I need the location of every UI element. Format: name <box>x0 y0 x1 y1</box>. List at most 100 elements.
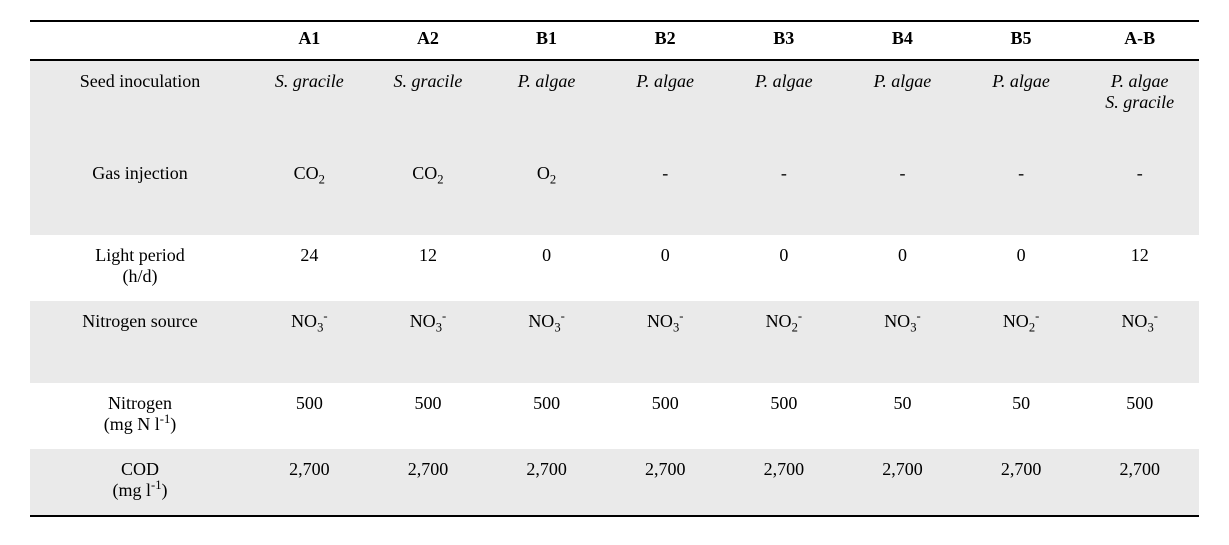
subscript: 2 <box>437 173 443 187</box>
cell-value: NO <box>647 311 673 331</box>
table-cell: - <box>843 153 962 235</box>
cell-value: 0 <box>661 245 670 265</box>
table-row: Light period(h/d)24 12 0 0 0 0 0 12 <box>30 235 1199 301</box>
cell-value: CO <box>412 163 437 183</box>
table-cell: 2,700 <box>962 449 1081 516</box>
superscript: - <box>561 309 565 323</box>
table-row: Nitrogen sourceNO3-NO3-NO3-NO3-NO2-NO3-N… <box>30 301 1199 383</box>
header-col: A1 <box>250 21 369 60</box>
table-cell: 0 <box>843 235 962 301</box>
table-cell: 500 <box>606 383 725 449</box>
table-cell: 0 <box>725 235 844 301</box>
cell-value: S. gracile <box>393 71 462 91</box>
table-cell: 12 <box>369 235 488 301</box>
cell-value: NO <box>1003 311 1029 331</box>
cell-value: CO <box>294 163 319 183</box>
superscript: - <box>1035 309 1039 323</box>
row-label: Gas injection <box>30 153 250 235</box>
row-label-line1: Nitrogen source <box>34 301 246 332</box>
table-cell: P. algae <box>606 60 725 153</box>
table-cell: NO3- <box>606 301 725 383</box>
table-row: COD(mg l-1)2,7002,7002,7002,7002,7002,70… <box>30 449 1199 516</box>
table-cell: - <box>1080 153 1199 235</box>
subscript: 2 <box>550 173 556 187</box>
row-label-line2: (mg l-1) <box>34 480 246 501</box>
header-col: B2 <box>606 21 725 60</box>
table-cell: 2,700 <box>843 449 962 516</box>
cell-value: 2,700 <box>764 459 805 479</box>
cell-value: 0 <box>542 245 551 265</box>
cell-value: 50 <box>1012 393 1030 413</box>
header-col: B4 <box>843 21 962 60</box>
cell-value: 500 <box>770 393 797 413</box>
table-cell: 500 <box>725 383 844 449</box>
cell-value: 500 <box>414 393 441 413</box>
header-col: A2 <box>369 21 488 60</box>
cell-value: NO <box>766 311 792 331</box>
table-cell: 2,700 <box>369 449 488 516</box>
row-label-line1: COD <box>34 449 246 480</box>
table-cell: NO3- <box>250 301 369 383</box>
table-row: Gas injectionCO2CO2O2----- <box>30 153 1199 235</box>
table-cell: - <box>606 153 725 235</box>
table-row: Seed inoculationS. gracileS. gracileP. a… <box>30 60 1199 153</box>
cell-value: 2,700 <box>289 459 330 479</box>
cell-value: 2,700 <box>526 459 567 479</box>
cell-value: P. algae <box>874 71 932 91</box>
table-cell: 500 <box>1080 383 1199 449</box>
table-cell: NO2- <box>962 301 1081 383</box>
cell-value: S. gracile <box>275 71 344 91</box>
table-cell: 0 <box>606 235 725 301</box>
table-cell: 500 <box>250 383 369 449</box>
superscript: - <box>323 309 327 323</box>
cell-value: 500 <box>652 393 679 413</box>
table-cell: P. algae <box>725 60 844 153</box>
experiment-conditions-table: A1A2B1B2B3B4B5A-B Seed inoculation S. gra… <box>30 20 1199 517</box>
cell-value: 12 <box>1131 245 1149 265</box>
table-cell: 500 <box>369 383 488 449</box>
row-label-line1: Light period <box>34 235 246 266</box>
cell-value: 500 <box>296 393 323 413</box>
row-label-line2: (h/d) <box>34 266 246 287</box>
table-cell: S. gracile <box>369 60 488 153</box>
cell-value: - <box>662 163 668 183</box>
subscript: 2 <box>319 173 325 187</box>
table-cell: NO3- <box>369 301 488 383</box>
table-row: Nitrogen(mg N l-1)5005005005005005050500 <box>30 383 1199 449</box>
cell-value: NO <box>884 311 910 331</box>
row-label: Nitrogen(mg N l-1) <box>30 383 250 449</box>
header-rowlabel <box>30 21 250 60</box>
cell-value-line2: S. gracile <box>1084 92 1195 113</box>
cell-value: 0 <box>779 245 788 265</box>
table-cell: 24 <box>250 235 369 301</box>
table-cell: 2,700 <box>487 449 606 516</box>
cell-value: - <box>1018 163 1024 183</box>
row-label-line1: Seed inoculation <box>34 61 246 92</box>
table-cell: NO3- <box>487 301 606 383</box>
superscript: - <box>798 309 802 323</box>
table-cell: 2,700 <box>725 449 844 516</box>
cell-value: NO <box>291 311 317 331</box>
table-cell: P. algaeS. gracile <box>1080 60 1199 153</box>
table-cell: CO2 <box>369 153 488 235</box>
table-cell: NO2- <box>725 301 844 383</box>
table-cell: - <box>962 153 1081 235</box>
table-cell: P. algae <box>962 60 1081 153</box>
table-cell: 500 <box>487 383 606 449</box>
row-label: Nitrogen source <box>30 301 250 383</box>
table-cell: CO2 <box>250 153 369 235</box>
cell-value: 2,700 <box>408 459 449 479</box>
cell-value: 12 <box>419 245 437 265</box>
table-header-row: A1A2B1B2B3B4B5A-B <box>30 21 1199 60</box>
row-label: Seed inoculation <box>30 60 250 153</box>
table-cell: 0 <box>487 235 606 301</box>
cell-value: 0 <box>898 245 907 265</box>
cell-value: P. algae <box>755 71 813 91</box>
cell-value: 2,700 <box>645 459 686 479</box>
table-cell: 0 <box>962 235 1081 301</box>
table-cell: 2,700 <box>606 449 725 516</box>
cell-value: NO <box>528 311 554 331</box>
cell-value: P. algae <box>992 71 1050 91</box>
row-label: COD(mg l-1) <box>30 449 250 516</box>
table-cell: - <box>725 153 844 235</box>
